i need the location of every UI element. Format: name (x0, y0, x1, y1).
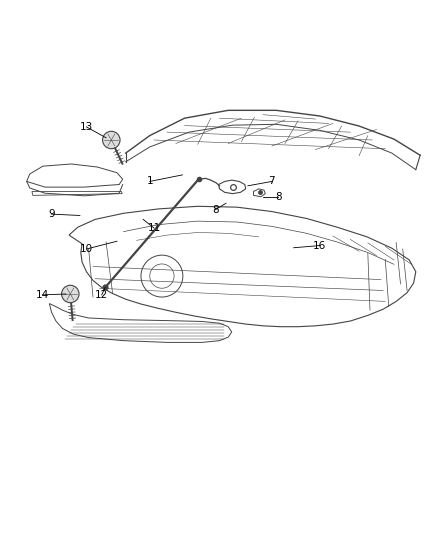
Circle shape (61, 285, 79, 303)
Text: 1: 1 (146, 176, 153, 187)
Text: 16: 16 (312, 240, 326, 251)
Text: 11: 11 (147, 223, 160, 233)
Text: 7: 7 (268, 176, 275, 187)
Text: 10: 10 (80, 244, 93, 254)
Text: 12: 12 (95, 290, 108, 300)
Text: 14: 14 (36, 290, 49, 300)
Text: 8: 8 (212, 205, 218, 215)
Text: 8: 8 (275, 192, 281, 201)
Text: 13: 13 (80, 122, 93, 132)
Circle shape (102, 131, 120, 149)
Text: 9: 9 (48, 209, 55, 219)
